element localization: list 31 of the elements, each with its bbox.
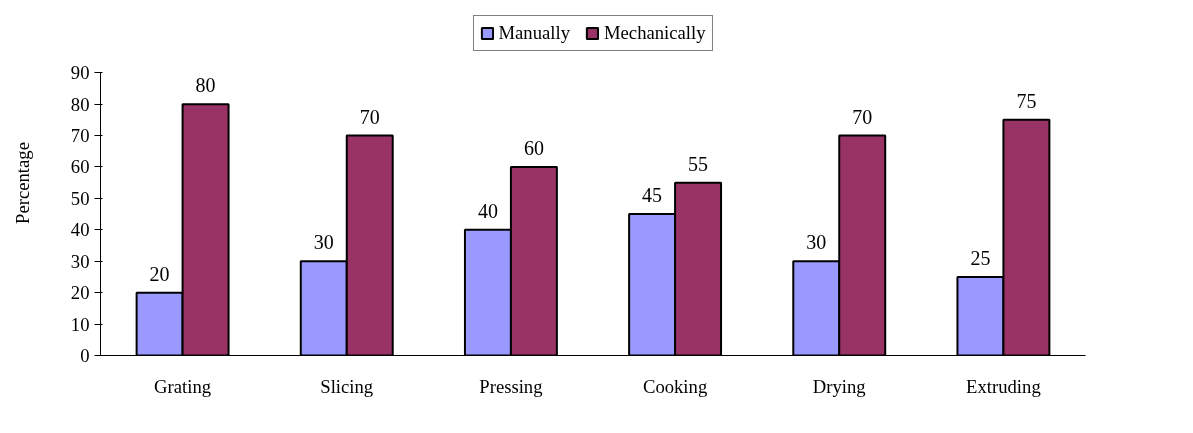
x-tick-label: Grating: [154, 375, 212, 397]
y-tick-label: 40: [70, 219, 90, 241]
y-tick-label: 20: [70, 282, 90, 304]
data-label: 30: [313, 231, 334, 254]
data-label: 75: [1016, 89, 1037, 112]
x-tick-label: Extruding: [966, 375, 1041, 397]
legend-label: Mechanically: [603, 22, 706, 44]
x-tick-label: Slicing: [320, 375, 374, 397]
y-tick-label: 50: [70, 187, 90, 209]
data-label: 25: [970, 246, 991, 269]
y-tick-label: 60: [70, 156, 90, 178]
data-label: 60: [523, 136, 544, 159]
data-label: 55: [688, 152, 709, 175]
x-tick-label: Drying: [812, 375, 866, 397]
y-tick-label: 30: [70, 250, 90, 272]
data-label: 30: [806, 231, 827, 254]
y-tick-label: 70: [70, 125, 90, 147]
x-tick-label: Pressing: [479, 375, 543, 397]
data-label: 20: [149, 262, 170, 285]
data-label: 70: [852, 105, 873, 128]
data-label: 70: [359, 105, 380, 128]
legend-label: Manually: [498, 22, 570, 44]
y-tick-label: 90: [70, 62, 90, 84]
y-tick-label: 0: [80, 345, 90, 366]
data-label: 40: [477, 199, 498, 222]
x-tick-label: Cooking: [642, 375, 708, 397]
y-tick-label: 80: [70, 93, 90, 115]
data-label: 80: [195, 74, 216, 97]
data-label: 45: [642, 184, 663, 207]
y-axis-title: Percentage: [11, 142, 33, 224]
y-tick-label: 10: [70, 313, 90, 335]
